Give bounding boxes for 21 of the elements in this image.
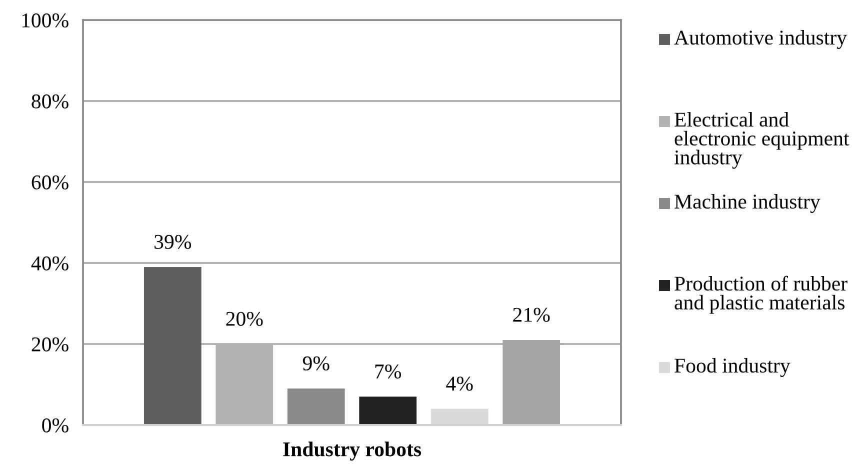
legend-label: Electrical and electronic equipment industry <box>674 112 850 169</box>
legend-label: Food industry <box>674 358 790 377</box>
legend-label: Automotive industry <box>674 30 847 49</box>
bar <box>359 396 417 425</box>
data-label: 39% <box>154 234 192 249</box>
y-tick-label: 80% <box>32 94 68 108</box>
data-label: 4% <box>446 376 473 391</box>
bar <box>144 267 202 425</box>
x-tick-label: Industry robots <box>283 442 422 461</box>
legend-label: Production of rubber and plastic materials <box>674 276 848 314</box>
y-tick-label: 60% <box>32 175 68 190</box>
data-label: 20% <box>226 312 263 326</box>
data-label: 9% <box>302 356 330 370</box>
y-tick-label: 0% <box>42 418 68 432</box>
bar <box>287 388 345 425</box>
y-tick-label: 20% <box>32 337 68 352</box>
data-label: 21% <box>513 308 550 322</box>
y-tick-label: 40% <box>31 256 68 270</box>
legend-label: Machine industry <box>674 194 820 213</box>
data-label: 7% <box>375 364 402 379</box>
y-tick-label: 100% <box>22 13 68 28</box>
